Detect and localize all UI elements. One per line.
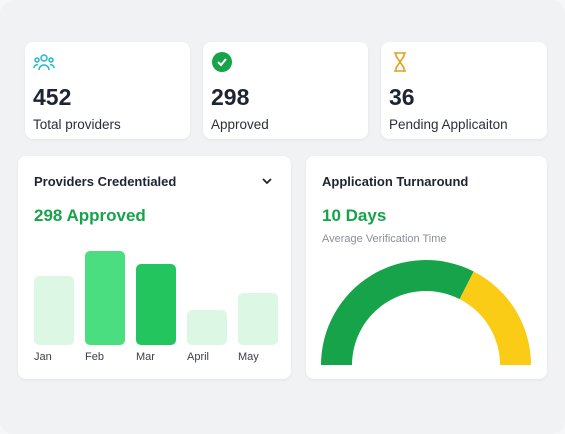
turnaround-card: Application Turnaround 10 Days Average V… [306,156,547,379]
x-label: Mar [136,351,155,363]
subtitle: Average Verification Time [322,233,447,245]
x-label: May [238,351,259,363]
bar [85,251,125,345]
stat-label: Pending Applicaiton [389,117,508,132]
card-title: Application Turnaround [322,174,469,189]
headline: 10 Days [322,206,387,225]
stat-value: 36 [389,84,415,110]
credentialed-card: Providers Credentialed 298 Approved Jan F… [18,156,291,379]
x-label: Jan [34,351,52,363]
gauge-chart [321,260,531,365]
stat-card: 298 Approved [203,42,368,139]
approved-icon [212,52,232,72]
bar [238,293,278,345]
bar [187,310,227,345]
stat-value: 298 [211,84,250,110]
stat-value: 452 [33,84,72,110]
gauge-segment [459,271,531,365]
bar-chart: Jan Feb Mar April May [34,251,278,363]
headline: 298 Approved [34,206,146,225]
stat-card: 452 Total providers [25,42,190,139]
providers-icon [33,54,55,71]
stat-label: Total providers [33,117,121,132]
bar [136,264,176,345]
card-title: Providers Credentialed [34,174,177,189]
stat-card: 36 Pending Applicaiton [381,42,547,139]
pending-icon [394,52,406,72]
x-label: April [187,351,209,363]
stat-label: Approved [211,117,269,132]
x-label: Feb [85,351,104,363]
gauge-segment [321,260,474,365]
bar [34,276,74,345]
dropdown-chevron[interactable] [261,175,273,187]
